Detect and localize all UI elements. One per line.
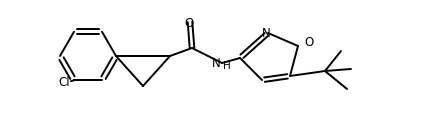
Text: O: O	[184, 17, 194, 30]
Text: N: N	[212, 57, 221, 70]
Text: H: H	[223, 61, 231, 71]
Text: O: O	[304, 36, 313, 50]
Text: Cl: Cl	[58, 76, 70, 89]
Text: N: N	[262, 27, 270, 40]
